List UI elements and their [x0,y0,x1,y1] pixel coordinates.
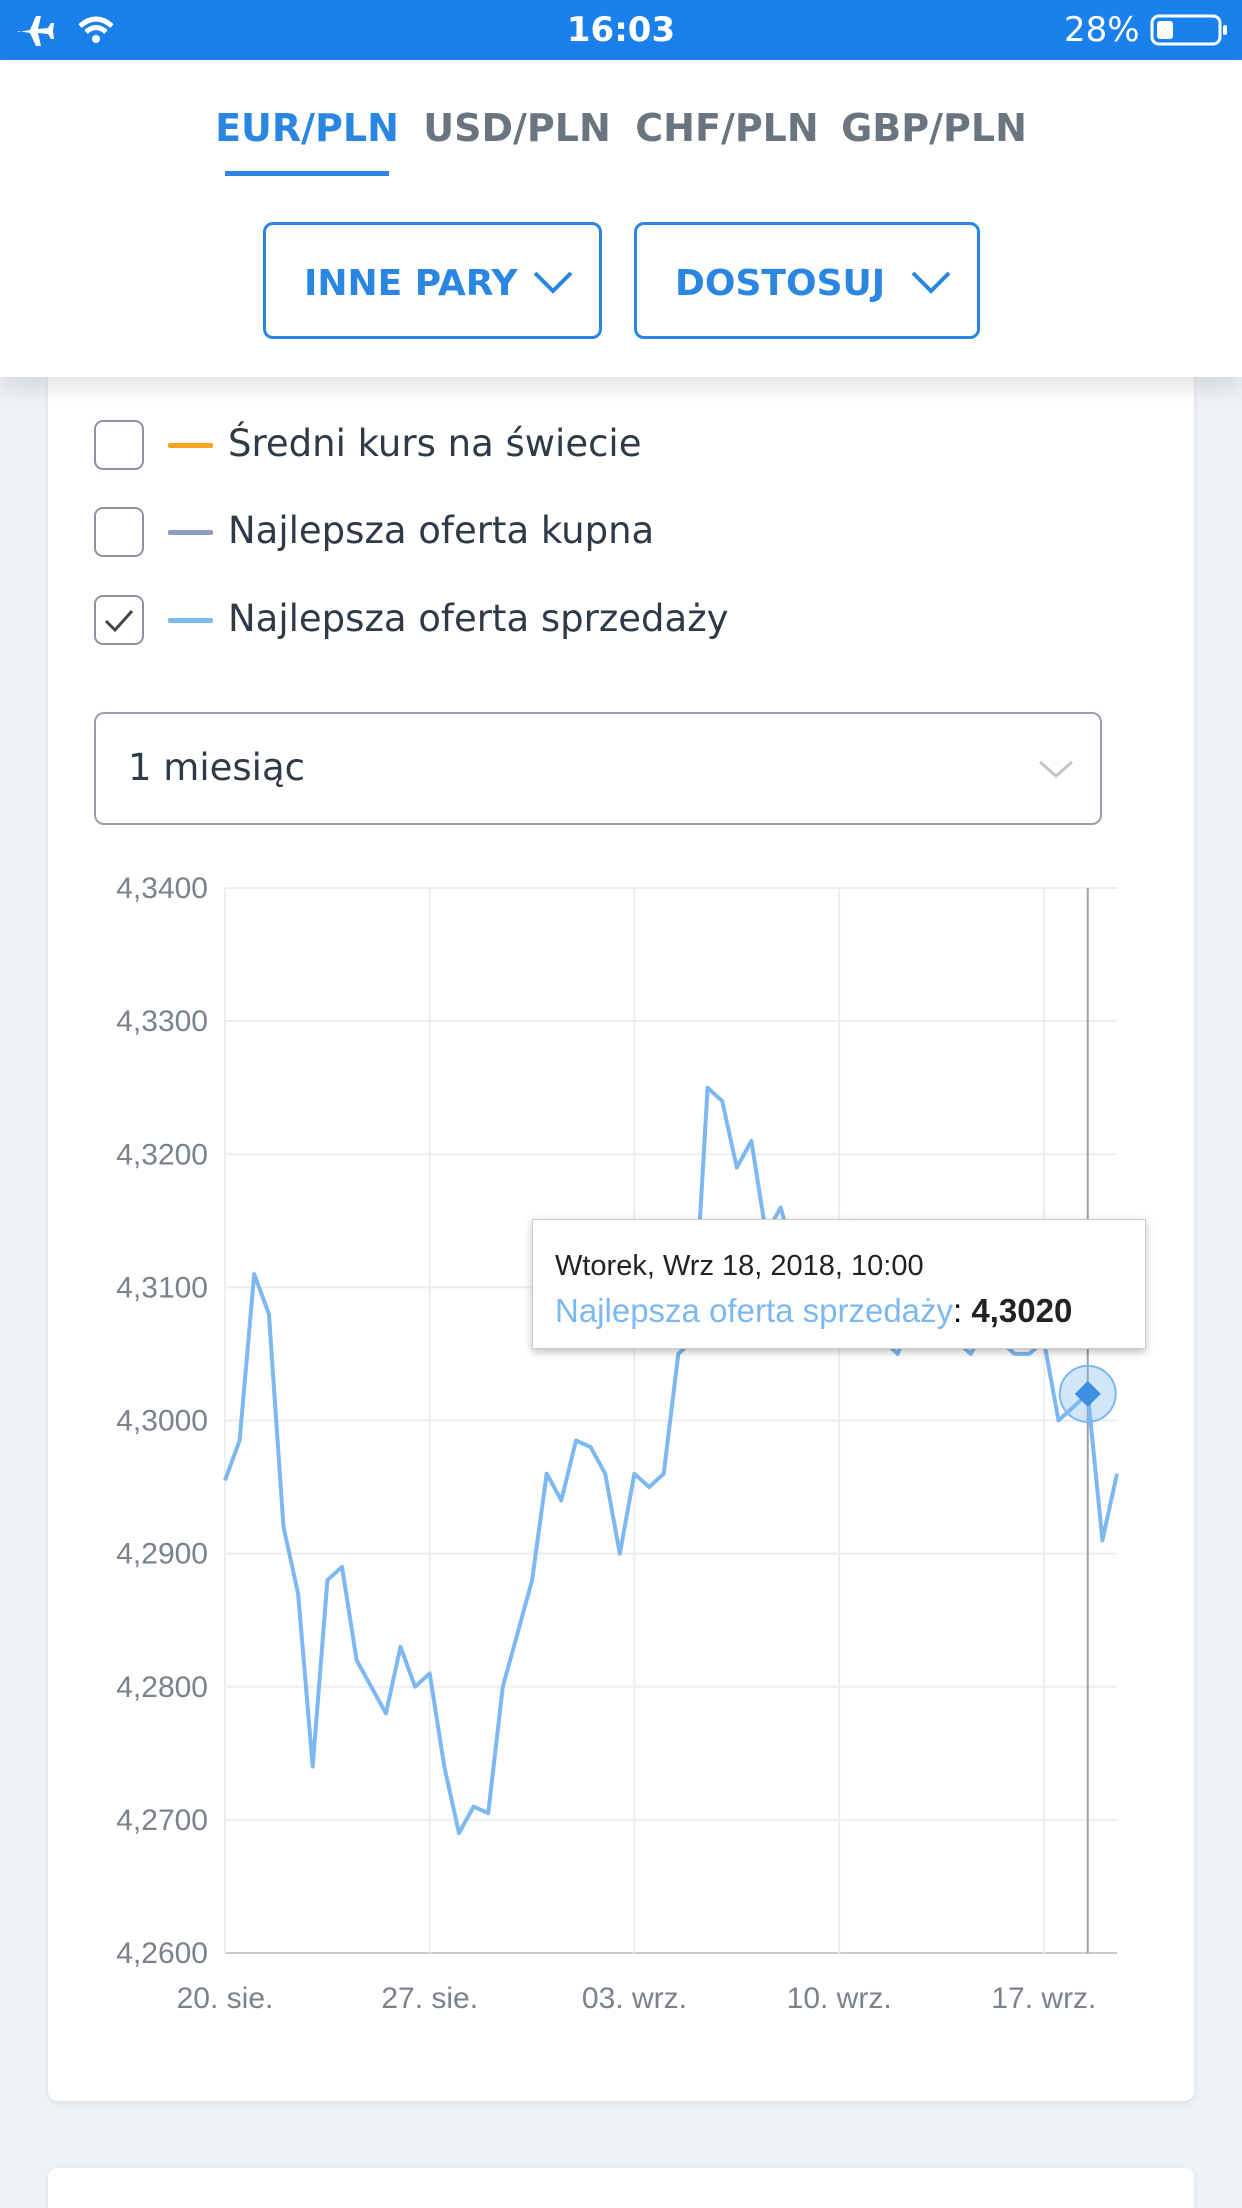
legend-line [168,530,213,535]
x-tick-label: 17. wrz. [991,1982,1096,2015]
y-tick-label: 4,2700 [116,1804,208,1837]
legend-text: Najlepsza oferta sprzedaży [228,597,729,640]
tab-underline [225,171,389,176]
y-tick-label: 4,3100 [116,1271,208,1304]
y-tick-label: 4,2600 [116,1937,208,1970]
checkbox[interactable] [94,507,144,557]
legend-line [168,618,213,623]
button-label: INNE PARY [304,263,518,304]
checkbox[interactable] [94,595,144,645]
button[interactable]: INNE PARY [263,222,602,339]
tooltip-value: 4,3020 [971,1292,1073,1329]
period-select[interactable]: 1 miesiąc [94,712,1102,825]
battery-icon [1150,14,1227,46]
button-label: DOSTOSUJ [675,263,886,304]
chevron [1039,760,1073,778]
tooltip-row: Najlepsza oferta sprzedaży: 4,3020 [555,1292,1073,1329]
chart-card [48,300,1194,2101]
tab[interactable]: EUR/PLN [215,106,399,150]
tooltip-series: Najlepsza oferta sprzedaży [555,1292,954,1329]
x-tick-label: 03. wrz. [582,1982,687,2015]
header: INNE PARY DOSTOSUJ EUR/PLN USD/PLN CHF/PLN… [0,60,1242,377]
tooltip: Wtorek, Wrz 18, 2018, 10:00 Najlepsza of… [532,1219,1146,1349]
x-tick-label: 20. sie. [177,1982,274,2015]
tooltip-date: Wtorek, Wrz 18, 2018, 10:00 [555,1250,924,1282]
y-tick-label: 4,2900 [116,1538,208,1571]
battery-text: 28% [1064,10,1140,50]
line [223,1085,1119,1836]
legend-text: Najlepsza oferta kupna [228,509,655,552]
x-tick-label: 27. sie. [381,1982,478,2015]
hover-marker [1074,1380,1101,1407]
y-tick-label: 4,3300 [116,1005,208,1038]
tab[interactable]: CHF/PLN [635,106,819,150]
legend-text: Średni kurs na świecie [228,422,642,465]
x-tick-label: 10. wrz. [787,1982,892,2015]
y-tick-label: 4,3000 [116,1405,208,1438]
chevron [533,271,573,294]
tab[interactable]: GBP/PLN [841,106,1027,150]
status-bar: 16:03 28% [0,0,1242,60]
checkbox[interactable] [94,420,144,470]
button[interactable]: DOSTOSUJ [634,222,980,339]
check-mark [104,609,134,633]
y-tick-label: 4,3200 [116,1138,208,1171]
next-card [48,2168,1194,2208]
clock: 16:03 [566,10,676,50]
status-icons [18,16,114,46]
y-tick-label: 4,2800 [116,1671,208,1704]
period-label: 1 miesiąc [128,746,305,789]
tab[interactable]: USD/PLN [423,106,611,150]
legend-line [168,443,213,448]
y-tick-label: 4,3400 [116,872,208,905]
chevron [911,271,951,294]
